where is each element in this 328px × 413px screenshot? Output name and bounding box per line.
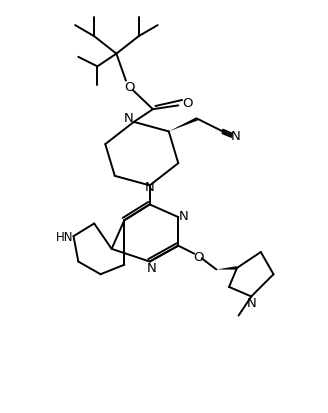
Text: O: O — [194, 251, 204, 263]
Text: N: N — [231, 129, 241, 142]
Text: N: N — [146, 262, 156, 275]
Polygon shape — [216, 266, 237, 270]
Text: N: N — [145, 180, 154, 193]
Text: N: N — [179, 209, 189, 223]
Text: N: N — [124, 112, 134, 124]
Text: HN: HN — [56, 230, 73, 243]
Text: N: N — [246, 297, 256, 310]
Polygon shape — [169, 118, 198, 132]
Text: O: O — [124, 81, 134, 94]
Text: O: O — [182, 97, 193, 109]
